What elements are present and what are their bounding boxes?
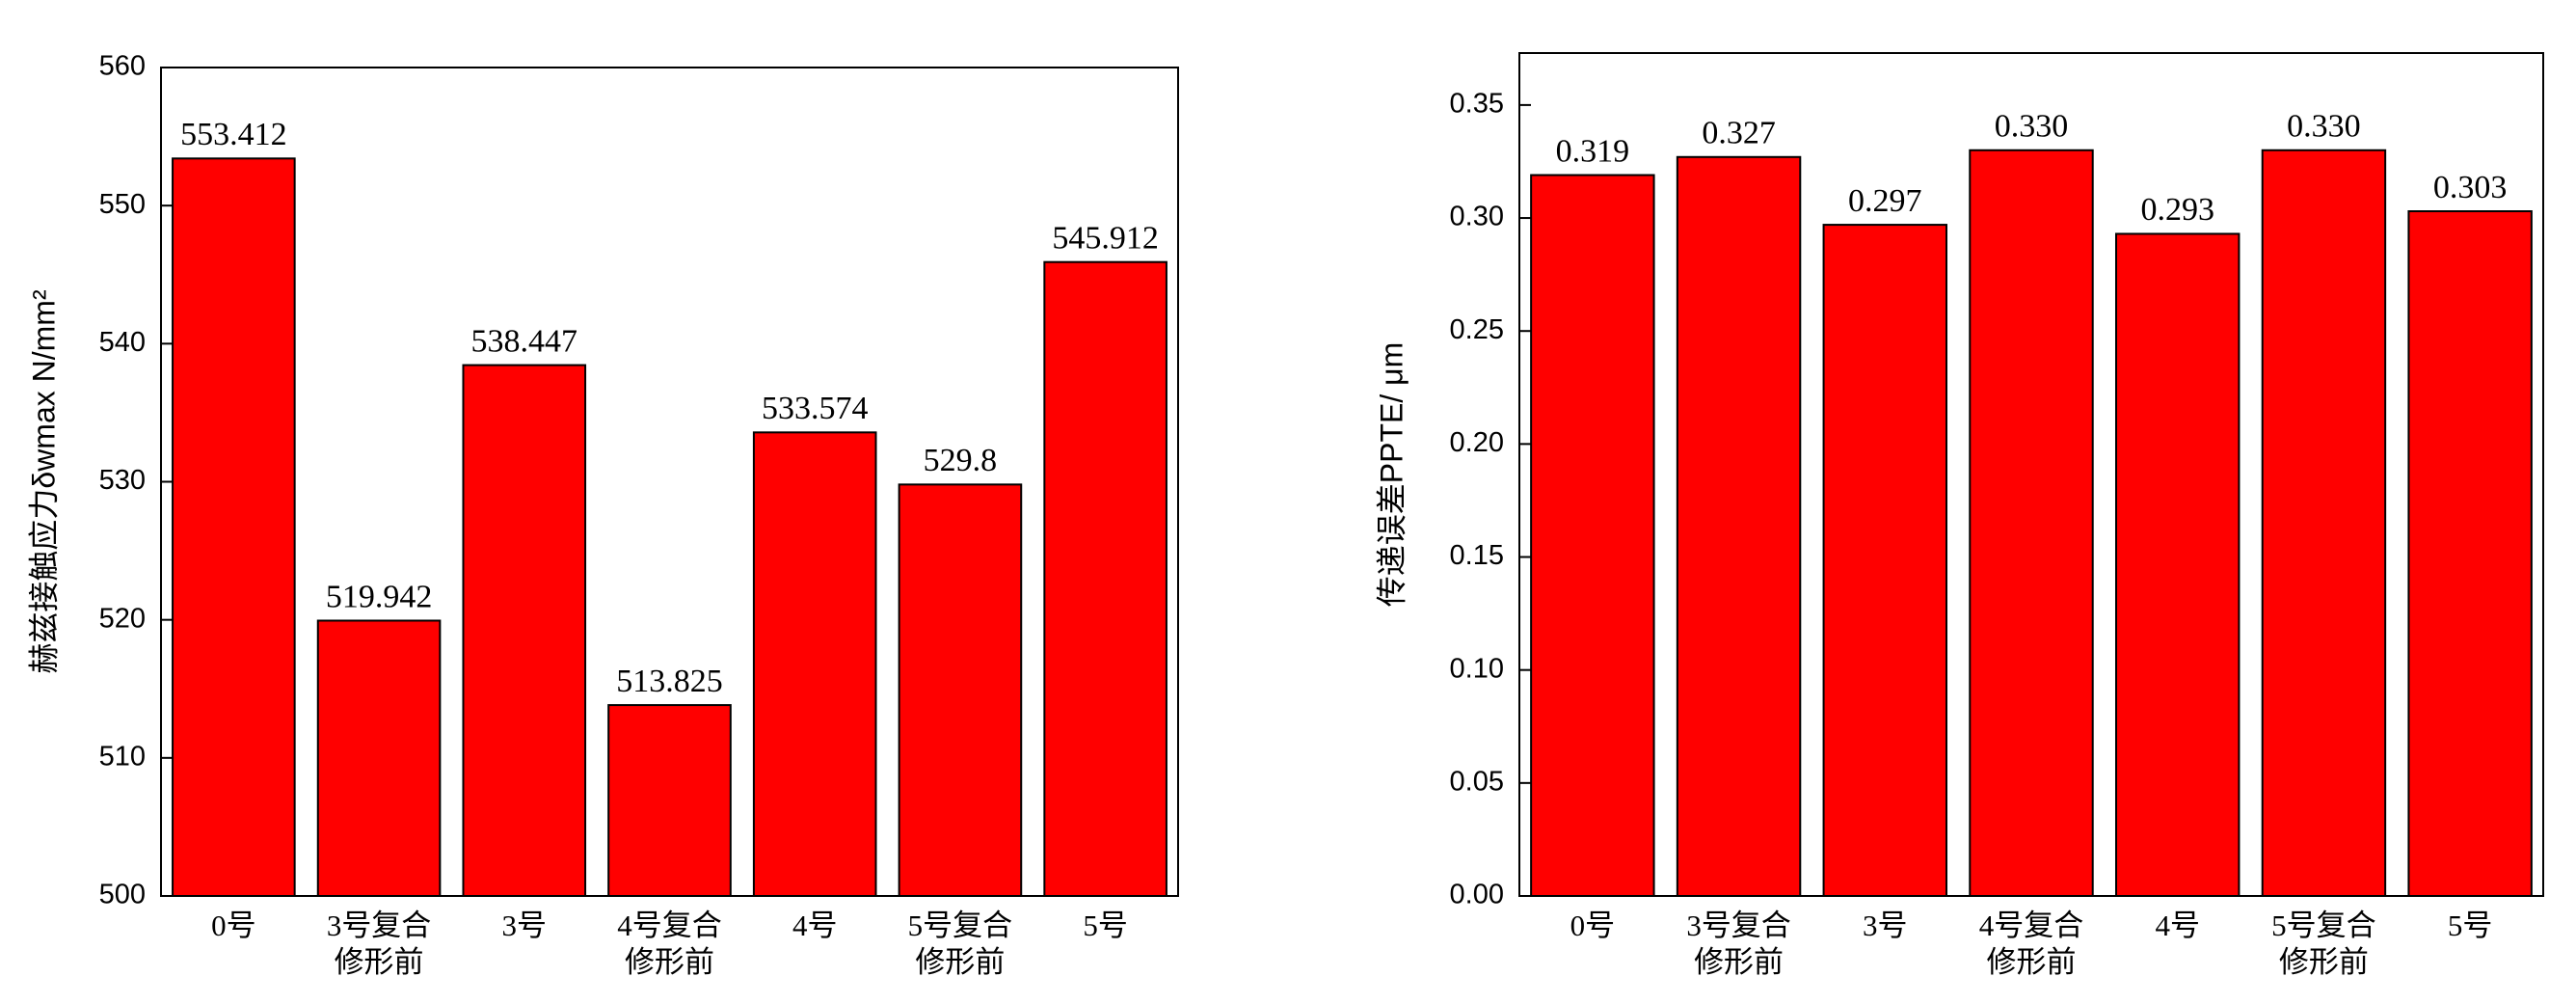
x-tick-label: 3号复合 修形前	[1686, 909, 1791, 979]
data-label: 0.319	[1556, 133, 1630, 169]
bar	[172, 157, 296, 898]
bar	[607, 704, 732, 897]
bar	[1043, 260, 1167, 898]
data-label: 0.330	[1995, 109, 2069, 145]
bar	[2261, 149, 2387, 897]
x-tick-label: 3号	[1863, 909, 1908, 942]
bar	[2114, 232, 2241, 898]
y-tick-label: 0.20	[1450, 427, 1504, 458]
data-label: 513.825	[616, 664, 723, 699]
bar	[1969, 149, 2094, 897]
x-tick-label: 4号	[792, 909, 838, 942]
x-tick-label: 3号复合 修形前	[326, 909, 432, 979]
y-tick-label: 0.05	[1450, 766, 1504, 797]
y-tick-label: 0.25	[1450, 314, 1504, 345]
y-tick-label: 0.00	[1450, 880, 1504, 910]
bar	[2407, 210, 2533, 898]
y-tick-label: 550	[99, 189, 146, 220]
data-label: 533.574	[762, 391, 869, 426]
y-tick-label: 500	[99, 880, 146, 910]
y-tick-label: 0.35	[1450, 89, 1504, 120]
x-tick-label: 3号	[501, 909, 548, 942]
plot-frame	[160, 67, 1179, 897]
plot-frame	[1518, 52, 2544, 897]
data-label: 545.912	[1052, 220, 1159, 256]
y-tick-label: 510	[99, 741, 146, 772]
y-axis-label: 赫兹接触应力δwmax N/mm²	[26, 289, 61, 674]
bar	[316, 619, 442, 897]
x-tick-label: 0号	[1570, 909, 1616, 942]
x-tick-label: 4号复合 修形前	[617, 909, 722, 979]
bar	[752, 431, 877, 897]
bar	[1676, 155, 1802, 897]
data-label: 553.412	[180, 117, 287, 152]
bar	[1530, 174, 1655, 898]
y-tick-label: 0.15	[1450, 540, 1504, 571]
data-label: 0.330	[2287, 109, 2361, 145]
data-label: 519.942	[326, 579, 433, 614]
data-label: 529.8	[924, 443, 998, 478]
y-tick-label: 530	[99, 465, 146, 496]
x-tick-label: 4号复合 修形前	[1978, 909, 2084, 979]
x-tick-label: 5号	[1083, 909, 1128, 942]
bar	[1822, 224, 1948, 897]
data-label: 0.297	[1848, 183, 1922, 219]
y-tick-label: 560	[99, 51, 146, 82]
x-tick-label: 5号复合 修形前	[2271, 909, 2376, 979]
y-tick-label: 520	[99, 603, 146, 634]
y-tick-label: 0.30	[1450, 202, 1504, 232]
data-label: 0.327	[1702, 116, 1776, 151]
x-tick-label: 0号	[211, 909, 256, 942]
x-tick-label: 5号	[2447, 909, 2493, 942]
x-tick-label: 5号复合 修形前	[907, 909, 1013, 979]
data-label: 0.303	[2433, 170, 2508, 205]
y-axis-label: 传递误差PPTE/ μm	[1374, 342, 1409, 607]
y-tick-label: 0.10	[1450, 653, 1504, 684]
data-label: 538.447	[471, 323, 578, 359]
y-tick-label: 540	[99, 327, 146, 358]
data-label: 0.293	[2140, 192, 2214, 228]
bar	[462, 364, 587, 897]
bar	[898, 483, 1023, 897]
x-tick-label: 4号	[2155, 909, 2200, 942]
